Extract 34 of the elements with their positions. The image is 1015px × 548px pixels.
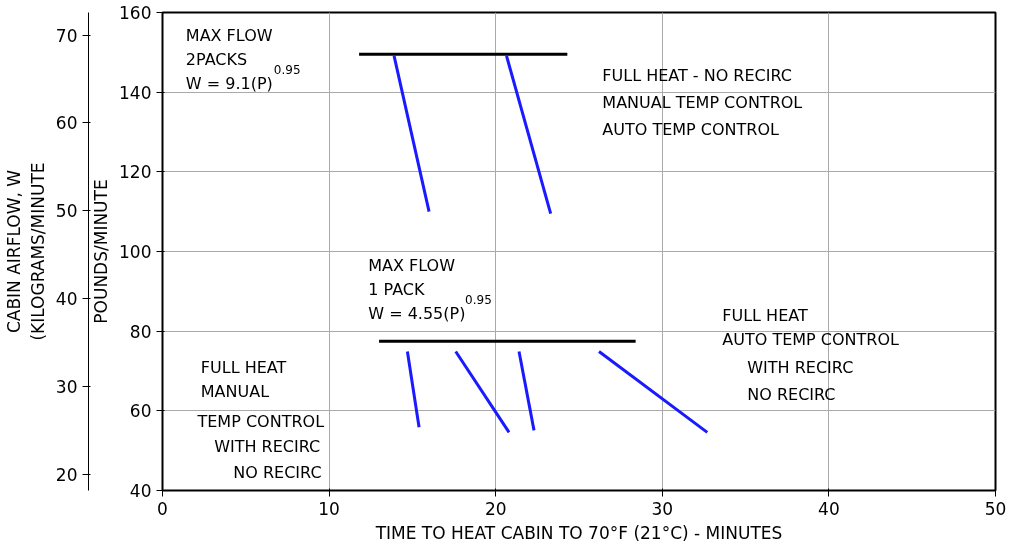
annotation: WITH RECIRC — [214, 436, 321, 456]
x-tick-label: 40 — [818, 498, 840, 519]
y-tick-label: 60 — [129, 401, 152, 422]
y-tick-label: 160 — [119, 3, 152, 23]
y2-tick-label: 30 — [55, 376, 78, 397]
y2-tick-label: 70 — [55, 25, 78, 46]
annotation: MAX FLOW 2PACKS W = 9.1(P)0.95 — [185, 26, 301, 94]
annotation: TEMP CONTROL — [196, 411, 325, 431]
annotation: FULL HEAT - NO RECIRC — [602, 66, 792, 86]
y2-tick-label: 20 — [55, 464, 78, 485]
y-tick-label: 120 — [119, 162, 152, 183]
annotation: NO RECIRC — [747, 384, 836, 404]
annotation: MANUAL TEMP CONTROL — [602, 93, 803, 113]
annotation: FULL HEAT MANUAL — [200, 357, 287, 401]
y-tick-label: 140 — [119, 82, 152, 103]
annotation: NO RECIRC — [233, 462, 322, 482]
y-tick-label: 40 — [129, 481, 152, 501]
y2-tick-label: 60 — [55, 113, 78, 134]
y-axis-title: POUNDS/MINUTE — [91, 179, 112, 324]
x-tick-label: 0 — [157, 498, 168, 519]
x-tick-label: 20 — [484, 498, 507, 519]
y-tick-label: 100 — [119, 242, 152, 262]
y-tick-label: 80 — [129, 321, 152, 342]
y2-tick-label: 40 — [55, 289, 78, 310]
annotation: FULL HEAT AUTO TEMP CONTROL — [722, 306, 900, 350]
x-tick-label: 10 — [318, 498, 340, 519]
x-tick-label: 30 — [651, 498, 674, 519]
annotation: WITH RECIRC — [747, 357, 854, 377]
y2-tick-label: 50 — [55, 201, 78, 222]
y2-axis-title: CABIN AIRFLOW, W (KILOGRAMS/MINUTE — [3, 162, 48, 341]
annotation: AUTO TEMP CONTROL — [602, 120, 780, 140]
x-tick-label: 50 — [984, 498, 1007, 519]
x-axis-title: TIME TO HEAT CABIN TO 70°F (21°C) - MINUTES — [374, 522, 783, 543]
annotation: MAX FLOW 1 PACK W = 4.55(P)0.95 — [368, 256, 492, 324]
